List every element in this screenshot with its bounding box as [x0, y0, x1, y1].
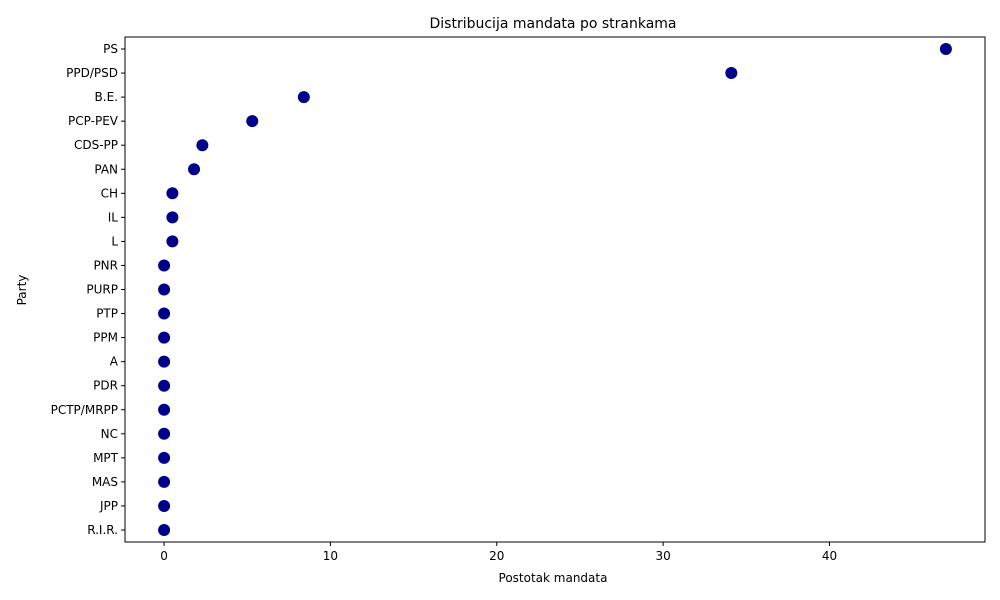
y-axis-title: Party	[15, 275, 29, 306]
x-tick-label: 20	[489, 549, 504, 563]
plot-area: 0 10 20 30 40 PS PPD/PSD B.E. PCP-PEV CDS-PP PAN CH…	[51, 42, 952, 563]
y-tick-label: PAN	[94, 162, 118, 176]
data-point	[158, 427, 171, 440]
y-tick-label: IL	[108, 210, 119, 224]
data-point	[158, 524, 171, 536]
y-tick-label: B.E.	[95, 90, 118, 104]
x-axis-title: Postotak mandata	[499, 571, 608, 585]
data-point	[158, 451, 171, 464]
x-tick-label: 10	[323, 549, 338, 563]
data-point	[158, 307, 171, 320]
x-tick-label: 30	[655, 549, 670, 563]
data-point	[158, 283, 171, 296]
data-point	[158, 379, 171, 392]
y-tick-label: PCTP/MRPP	[51, 403, 118, 417]
data-point	[939, 43, 952, 55]
data-point	[166, 211, 179, 224]
y-tick-label: CH	[101, 186, 118, 200]
y-tick-label: CDS-PP	[74, 138, 118, 152]
y-tick-label: PNR	[93, 258, 118, 272]
y-tick-label: PURP	[86, 283, 118, 297]
data-point	[725, 67, 738, 80]
data-point	[166, 235, 179, 248]
data-point	[158, 403, 171, 416]
y-tick-label: PCP-PEV	[68, 114, 119, 128]
data-point	[297, 91, 310, 104]
data-point	[166, 187, 179, 200]
data-point	[158, 499, 171, 512]
data-point	[158, 475, 171, 488]
y-tick-label: L	[111, 234, 118, 248]
x-tick-label: 0	[160, 549, 168, 563]
data-point	[196, 139, 209, 152]
data-point	[246, 115, 259, 128]
y-tick-label: PS	[103, 42, 118, 56]
plot-frame	[124, 36, 986, 543]
y-tick-label: MAS	[92, 475, 118, 489]
chart-title: Distribucija mandata po strankama	[430, 16, 677, 32]
y-tick-label: PTP	[96, 307, 118, 321]
y-tick-label: NC	[101, 427, 118, 441]
data-point	[158, 259, 171, 272]
y-tick-label: PPD/PSD	[66, 66, 118, 80]
y-tick-label: MPT	[93, 451, 119, 465]
y-tick-label: PPM	[93, 331, 118, 345]
y-tick-label: R.I.R.	[87, 523, 118, 537]
data-point	[158, 355, 171, 368]
y-tick-label: JPP	[99, 499, 118, 513]
data-point	[158, 331, 171, 344]
y-tick-label: PDR	[93, 379, 118, 393]
data-point	[188, 163, 201, 176]
x-tick-label: 40	[822, 549, 837, 563]
y-tick-label: A	[110, 355, 119, 369]
